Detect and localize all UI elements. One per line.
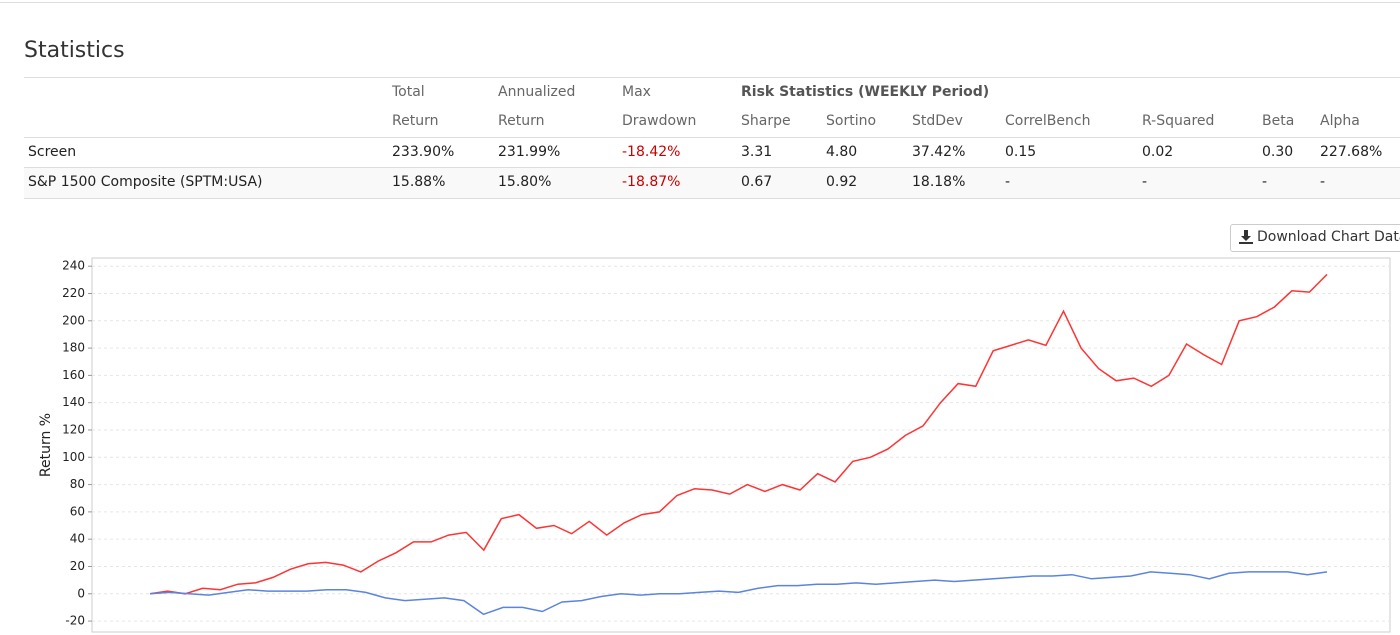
cell: -18.87% (622, 174, 681, 190)
column-header: Drawdown (622, 113, 697, 129)
cell: 0.30 (1262, 144, 1294, 160)
cell: - (1142, 174, 1148, 190)
cell: - (1005, 174, 1011, 190)
rule (24, 198, 1400, 199)
column-header: Max (622, 84, 651, 100)
cell: 231.99% (498, 144, 561, 160)
cell: 15.88% (392, 174, 446, 190)
series-line (149, 273, 1328, 595)
column-header: Sortino (826, 113, 877, 129)
column-header: Risk Statistics (WEEKLY Period) (741, 84, 990, 100)
cell: 18.18% (912, 174, 966, 190)
y-tick-label: 180 (62, 341, 85, 355)
y-axis-label: Return % (38, 413, 54, 477)
series-line (149, 571, 1328, 616)
y-tick-label: 0 (77, 586, 85, 600)
cell: - (1320, 174, 1326, 190)
y-tick-label: 240 (62, 259, 85, 273)
cell: -18.42% (622, 144, 681, 160)
y-tick-label: 80 (70, 477, 85, 491)
y-tick-label: 140 (62, 395, 85, 409)
column-header: Alpha (1320, 113, 1360, 129)
y-tick-label: 20 (70, 559, 85, 573)
download-label: Download Chart Data (1257, 229, 1400, 245)
rule (24, 137, 1400, 138)
download-button[interactable]: Download Chart Data (1230, 224, 1400, 252)
column-header: Return (392, 113, 439, 129)
cell: 37.42% (912, 144, 966, 160)
column-header: Total (392, 84, 425, 100)
y-tick-label: 200 (62, 313, 85, 327)
download-icon (1239, 230, 1253, 244)
top-border (0, 2, 1400, 3)
y-tick-label: -20 (65, 614, 85, 628)
column-header: CorrelBench (1005, 113, 1091, 129)
row-background (24, 168, 1400, 198)
cell: 3.31 (741, 144, 773, 160)
cell: 0.67 (741, 174, 773, 190)
column-header: Sharpe (741, 113, 791, 129)
y-tick-label: 120 (62, 422, 85, 436)
cell: 0.92 (826, 174, 858, 190)
plot-area (91, 257, 1391, 633)
y-tick-label: 100 (62, 450, 85, 464)
rule (24, 77, 1400, 78)
column-header: Return (498, 113, 545, 129)
y-tick-label: 40 (70, 532, 85, 546)
column-header: R-Squared (1142, 113, 1215, 129)
y-tick-label: 60 (70, 504, 85, 518)
cell: 0.15 (1005, 144, 1037, 160)
row-label: S&P 1500 Composite (SPTM:USA) (28, 174, 263, 190)
chart: Return % -20 0 20 40 60 80 100 120 140 160 180 200 2… (38, 257, 1391, 633)
row-label: Screen (28, 144, 77, 160)
column-header: Annualized (498, 84, 576, 100)
y-tick-label: 160 (62, 368, 85, 382)
column-header: Beta (1262, 113, 1295, 129)
cell: 15.80% (498, 174, 552, 190)
cell: 233.90% (392, 144, 455, 160)
y-tick-label: 220 (62, 286, 85, 300)
cell: - (1262, 174, 1268, 190)
cell: 0.02 (1142, 144, 1174, 160)
rule (24, 167, 1400, 168)
section-title: Statistics (24, 38, 125, 63)
cell: 227.68% (1320, 144, 1383, 160)
cell: 4.80 (826, 144, 858, 160)
column-header: StdDev (912, 113, 963, 129)
